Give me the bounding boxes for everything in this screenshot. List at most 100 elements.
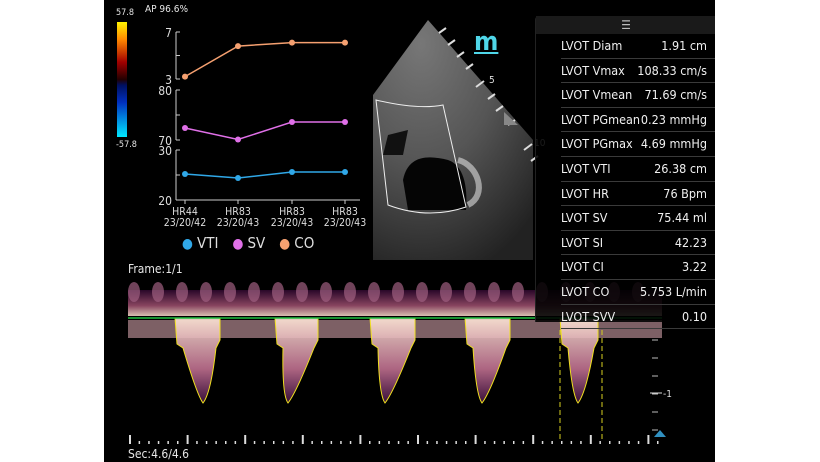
time-tick <box>628 441 630 444</box>
velocity-trace <box>274 317 319 404</box>
measurement-label: LVOT PGmean <box>561 111 641 127</box>
data-point-co <box>182 73 188 80</box>
time-tick <box>618 441 621 444</box>
time-tick <box>426 441 429 444</box>
time-tick <box>234 441 237 444</box>
spectrum-noise <box>440 282 452 302</box>
time-tick <box>532 435 535 444</box>
measurement-value: 5.753 L/min <box>639 283 707 299</box>
x-tick-label-hr: HR44 <box>172 206 198 218</box>
time-tick <box>493 441 496 444</box>
spectrum-noise <box>272 282 284 302</box>
color-scale-bar <box>117 22 127 137</box>
measurement-label: LVOT SV <box>561 210 608 226</box>
baseline-marker-icon[interactable] <box>654 430 666 437</box>
time-tick <box>407 441 409 444</box>
logo: m <box>474 27 499 57</box>
time-tick <box>301 435 304 444</box>
seconds-counter: Sec:4.6/4.6 <box>128 447 190 461</box>
y-tick-label: 70 <box>158 134 172 148</box>
data-point-co <box>289 39 295 46</box>
spectral-envelope-fill <box>465 318 510 403</box>
time-tick <box>436 441 438 444</box>
measurement-row: LVOT CI 3.22 <box>561 255 715 280</box>
measurement-panel: ☰ LVOT Diam 1.91 cm LVOT Vmax 108.33 cm/s LV… <box>535 16 715 330</box>
series-line-co <box>184 41 345 78</box>
measurement-value: 75.44 ml <box>657 210 707 226</box>
spectrum-noise <box>128 282 140 302</box>
acoustic-power: AP 96.6% <box>145 4 189 15</box>
echo-2d-image[interactable]: 5 10 <box>368 15 548 260</box>
spectrum-noise <box>152 282 164 302</box>
time-tick <box>273 441 275 444</box>
y-tick-label: 80 <box>158 84 172 98</box>
spectral-envelope-fill <box>560 318 598 403</box>
time-tick <box>541 441 544 444</box>
data-point-sv <box>182 125 188 131</box>
spectrum-noise <box>512 282 524 302</box>
time-tick <box>417 435 419 444</box>
time-tick <box>388 441 390 444</box>
time-tick <box>474 435 477 444</box>
velocity-trace <box>559 317 599 404</box>
legend-vti: ● VTI <box>182 234 219 252</box>
time-tick <box>321 441 323 444</box>
legend-sv: ● SV <box>232 234 266 252</box>
measurement-value: 26.38 cm <box>654 160 707 176</box>
spectral-envelope-fill <box>175 318 220 403</box>
measurement-row: LVOT Vmean 71.69 cm/s <box>561 83 715 108</box>
time-tick <box>292 441 294 444</box>
data-point-vti <box>289 169 295 175</box>
time-tick <box>177 441 179 444</box>
measurement-row: LVOT SVV 0.10 <box>561 305 715 330</box>
x-tick-label-hr: HR83 <box>225 206 251 218</box>
measurement-value: 76 Bpm <box>663 185 707 201</box>
time-tick <box>311 441 313 444</box>
measurement-row: LVOT CO 5.753 L/min <box>561 280 715 305</box>
time-tick <box>484 441 486 444</box>
time-tick <box>589 435 592 444</box>
spectrum-noise <box>176 282 188 302</box>
measurement-row: LVOT PGmean 0.23 mmHg <box>561 108 715 133</box>
time-tick <box>205 441 208 444</box>
measurement-value: 1.91 cm <box>661 38 707 53</box>
measurement-row: LVOT VTI 26.38 cm <box>561 157 715 182</box>
time-tick <box>340 441 342 444</box>
measurement-value: 108.33 cm/s <box>637 62 707 78</box>
spectrum-noise <box>320 282 332 302</box>
measurement-label: LVOT CI <box>561 259 604 275</box>
time-tick <box>282 441 285 444</box>
time-tick <box>253 441 256 444</box>
y-tick-label: 3 <box>165 73 172 87</box>
spectrum-noise <box>248 282 260 302</box>
measurement-label: LVOT HR <box>561 185 609 201</box>
time-tick <box>609 441 611 444</box>
time-tick <box>129 435 131 444</box>
data-point-sv <box>289 119 295 125</box>
measurement-row: LVOT SI 42.23 <box>561 231 715 256</box>
x-tick-label-time: 23/20/42 <box>164 217 206 229</box>
time-tick <box>263 441 265 444</box>
spectrum-noise <box>392 282 404 302</box>
measurement-value: 71.69 cm/s <box>644 87 707 103</box>
measurement-label: LVOT Vmean <box>561 87 633 103</box>
time-tick <box>522 441 525 444</box>
spectrum-noise <box>344 282 356 302</box>
y-tick-label: 20 <box>158 194 172 208</box>
spectrum-noise <box>464 282 476 302</box>
time-tick <box>369 441 371 444</box>
frame-counter: Frame:1/1 <box>128 262 183 276</box>
data-point-vti <box>182 171 188 177</box>
hamburger-icon[interactable]: ☰ <box>536 16 715 34</box>
time-tick <box>225 441 227 444</box>
measurement-value: 0.10 <box>681 308 707 324</box>
measurement-label: LVOT VTI <box>561 160 611 176</box>
series-line-vti <box>184 171 345 179</box>
time-tick <box>397 441 400 444</box>
x-tick-label-time: 23/20/43 <box>217 217 259 229</box>
x-tick-label-time: 23/20/43 <box>271 217 313 229</box>
time-tick <box>551 441 553 444</box>
color-scale-min: -57.8 <box>116 140 137 150</box>
time-tick <box>359 435 362 444</box>
y-tick-label: 7 <box>165 26 172 40</box>
